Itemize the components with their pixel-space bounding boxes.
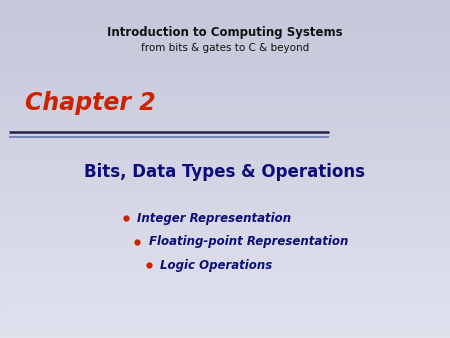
Bar (0, 0, 450, 6)
Bar (0, 68, 450, 73)
Bar (0, 315, 450, 321)
Text: Floating-point Representation: Floating-point Representation (148, 235, 348, 248)
Bar (0, 209, 450, 214)
Bar (0, 197, 450, 203)
Bar (0, 259, 450, 265)
Bar (0, 231, 450, 237)
Bar (0, 118, 450, 124)
Bar (0, 282, 450, 287)
Bar (0, 298, 450, 304)
Bar (0, 79, 450, 84)
Bar (0, 56, 450, 62)
Bar (0, 23, 450, 28)
Bar (0, 90, 450, 96)
Bar (0, 124, 450, 129)
Text: Bits, Data Types & Operations: Bits, Data Types & Operations (85, 163, 365, 182)
Bar (0, 203, 450, 209)
Bar (0, 6, 450, 11)
Bar (0, 265, 450, 270)
Bar (0, 152, 450, 158)
Bar (0, 158, 450, 163)
Text: Logic Operations: Logic Operations (160, 259, 272, 272)
Bar (0, 237, 450, 242)
Bar (0, 321, 450, 327)
Bar (0, 276, 450, 282)
Bar (0, 129, 450, 135)
Bar (0, 248, 450, 254)
Bar (0, 327, 450, 332)
Bar (0, 163, 450, 169)
Bar (0, 220, 450, 225)
Bar (0, 214, 450, 220)
Bar (0, 113, 450, 118)
Bar (0, 180, 450, 186)
Bar (0, 146, 450, 152)
Bar (0, 304, 450, 310)
Bar (0, 107, 450, 113)
Bar (0, 287, 450, 293)
Bar (0, 270, 450, 276)
Text: Introduction to Computing Systems: Introduction to Computing Systems (107, 26, 343, 39)
Bar (0, 293, 450, 298)
Bar (0, 332, 450, 338)
Bar (0, 73, 450, 79)
Bar (0, 225, 450, 231)
Bar (0, 186, 450, 192)
Bar (0, 192, 450, 197)
Bar (0, 310, 450, 315)
Bar (0, 34, 450, 40)
Bar (0, 96, 450, 101)
Bar (0, 254, 450, 259)
Bar (0, 141, 450, 146)
Bar (0, 40, 450, 45)
Bar (0, 169, 450, 175)
Bar (0, 28, 450, 34)
Text: from bits & gates to C & beyond: from bits & gates to C & beyond (141, 43, 309, 53)
Bar (0, 51, 450, 56)
Bar (0, 135, 450, 141)
Bar (0, 11, 450, 17)
Bar (0, 17, 450, 23)
Bar (0, 45, 450, 51)
Bar (0, 175, 450, 180)
Bar (0, 84, 450, 90)
Bar (0, 62, 450, 68)
Text: Integer Representation: Integer Representation (137, 212, 292, 224)
Bar (0, 242, 450, 248)
Bar (0, 101, 450, 107)
Text: Chapter 2: Chapter 2 (25, 91, 156, 115)
